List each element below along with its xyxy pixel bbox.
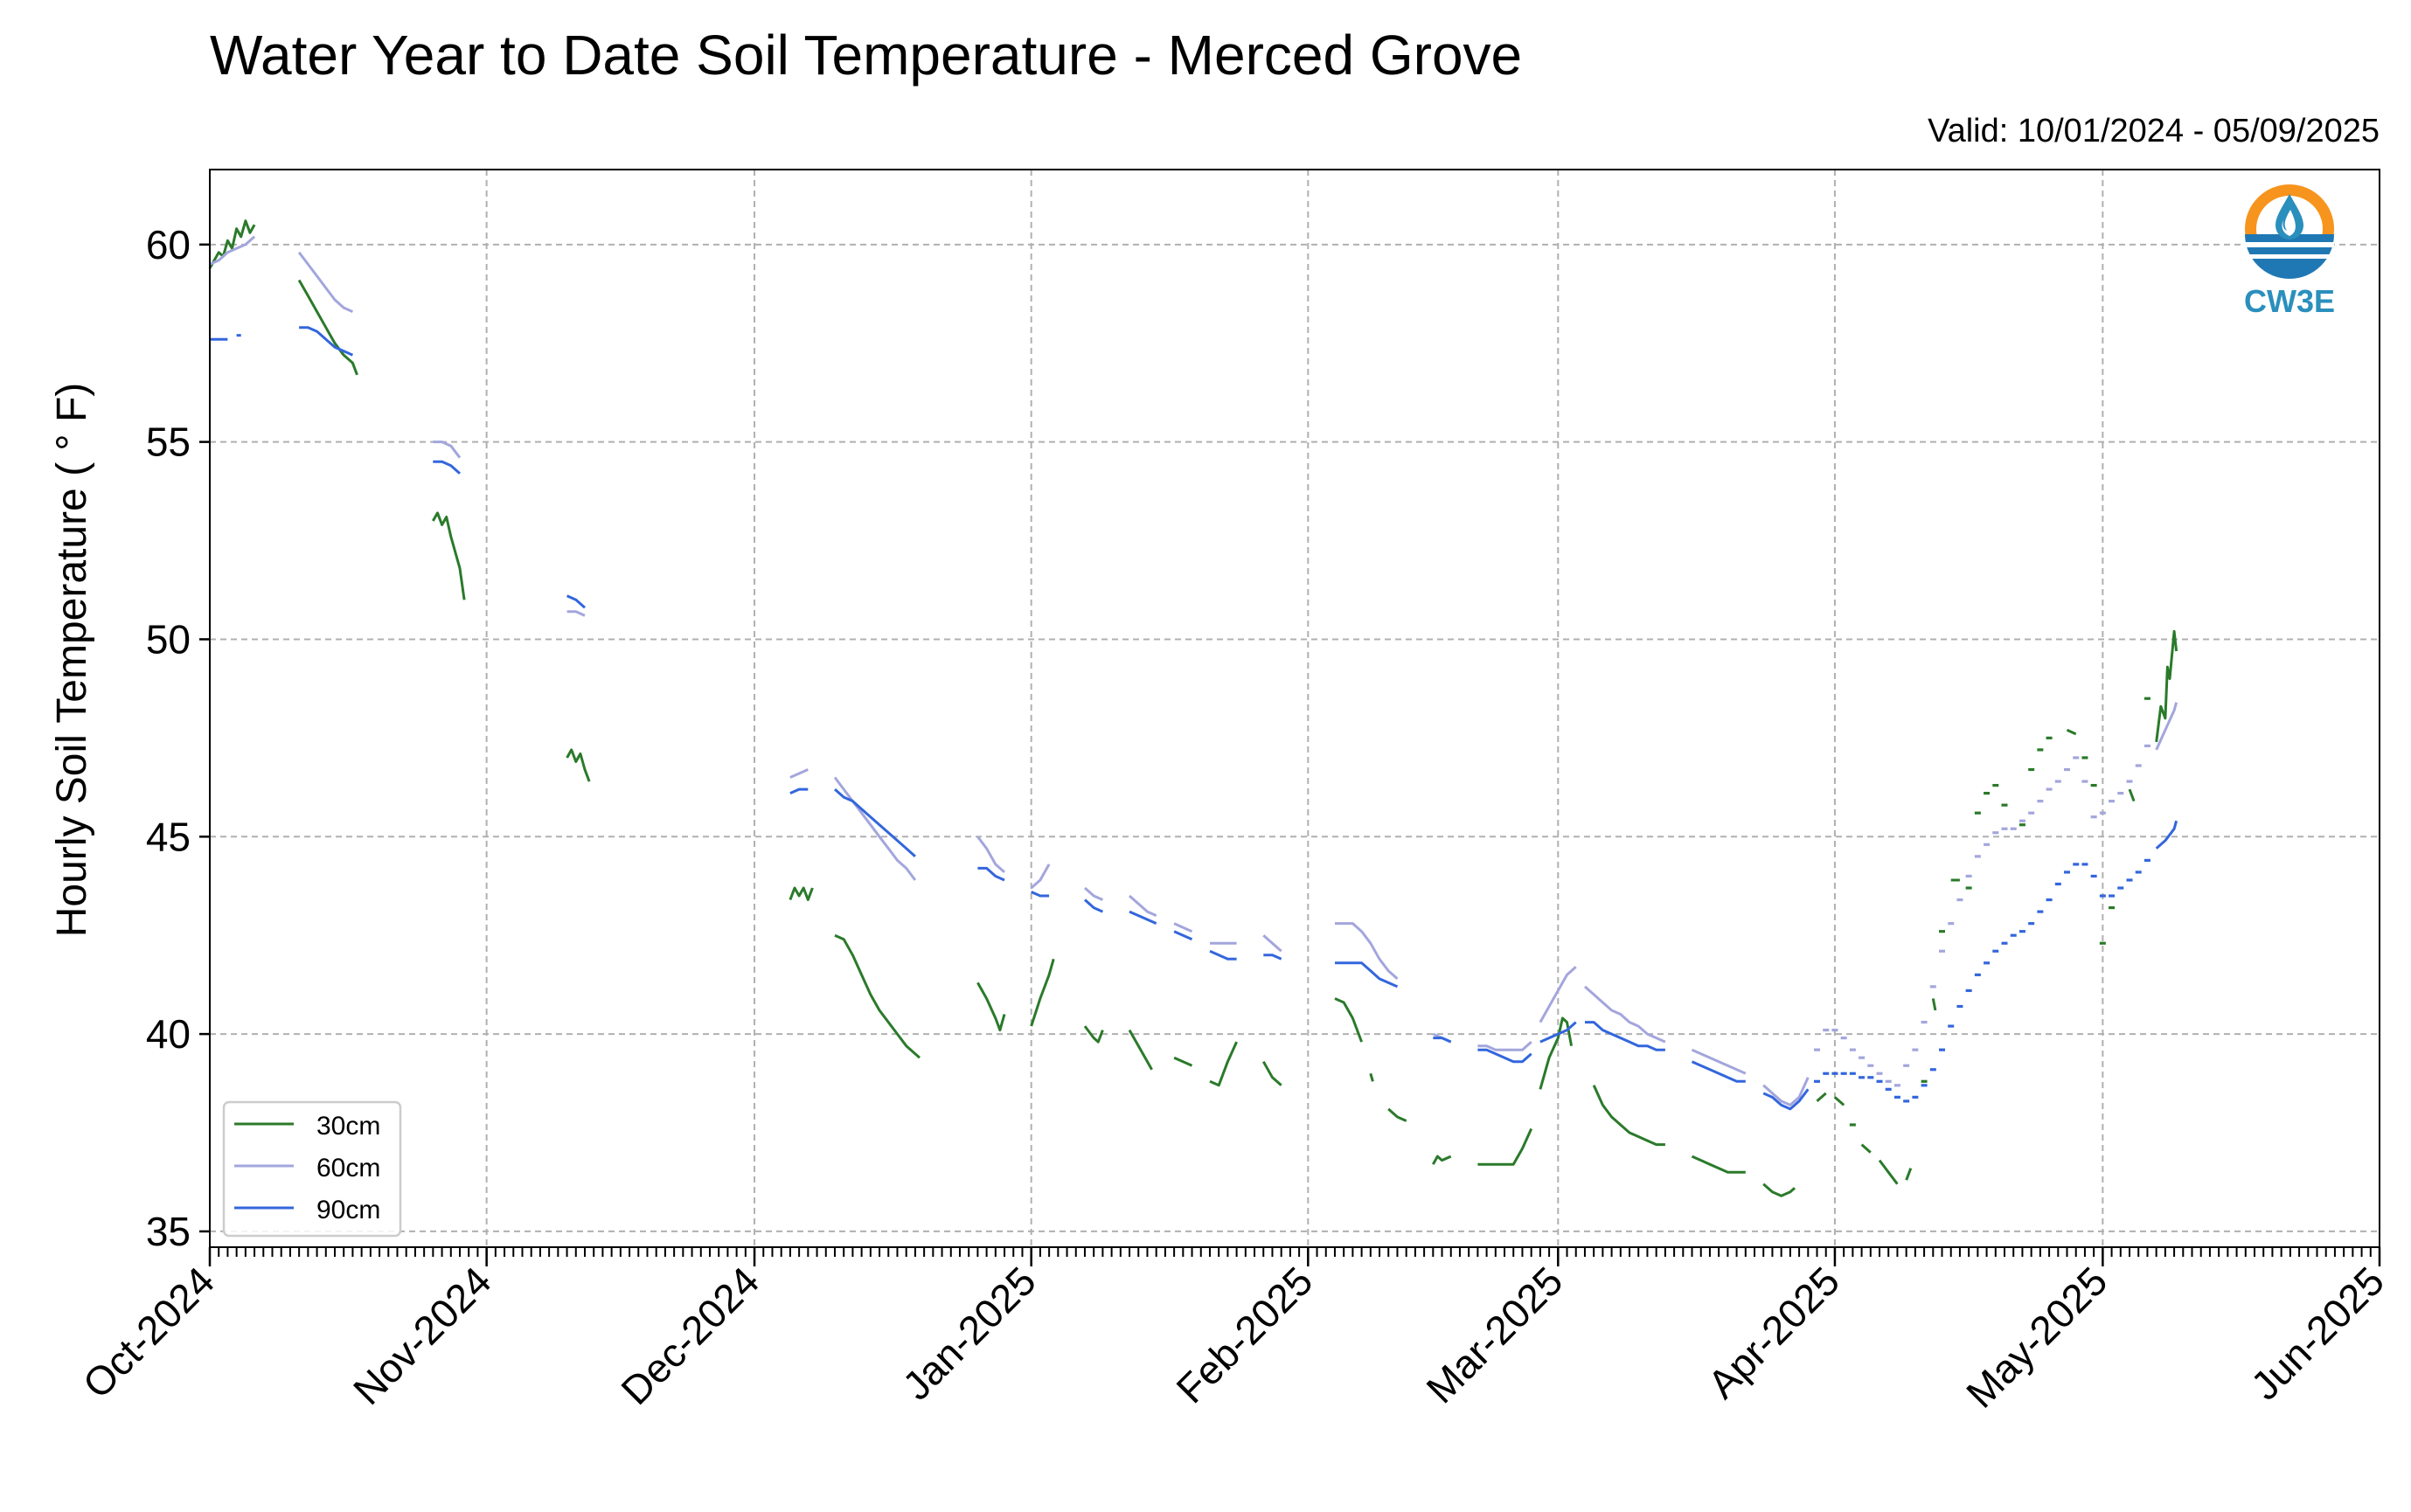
series-line-60cm: [1030, 864, 1051, 890]
chart-title: Water Year to Date Soil Temperature - Me…: [210, 24, 1522, 87]
legend-label-30cm: 30cm: [316, 1112, 380, 1141]
series-line-90cm: [299, 326, 354, 357]
series-line-90cm: [1433, 1037, 1452, 1044]
series-line-60cm: [833, 776, 917, 881]
legend: 30cm 60cm 90cm: [222, 1100, 402, 1238]
logo-text: CW3E: [2244, 283, 2335, 319]
y-tick-label: 55: [146, 420, 191, 465]
logo-wave-stripe-2: [2248, 254, 2331, 259]
series-line-60cm: [1762, 1077, 1810, 1106]
series-line-60cm: [209, 235, 256, 266]
series-line-30cm: [1905, 1168, 1913, 1181]
series-line-30cm: [1477, 1127, 1533, 1166]
series-line-30cm: [834, 933, 921, 1059]
y-axis-label: Hourly Soil Temperature ( ° F): [49, 383, 95, 938]
series-line-60cm: [1084, 886, 1104, 901]
y-tick-label: 40: [146, 1011, 191, 1057]
series-line-90cm: [1477, 1048, 1532, 1064]
series-line-30cm: [1762, 1183, 1796, 1197]
legend-frame: [222, 1100, 402, 1238]
series-line-30cm: [1128, 1029, 1153, 1071]
series-line-30cm: [1931, 998, 1937, 1011]
series-line-90cm: [1539, 1021, 1577, 1044]
series-line-60cm: [1262, 934, 1282, 953]
y-tick-label: 45: [146, 814, 191, 859]
series-line-30cm: [1592, 1085, 1665, 1147]
series-line-90cm: [1084, 898, 1104, 913]
series-line-30cm: [1261, 1060, 1282, 1086]
series-line-90cm: [1209, 949, 1237, 961]
series-90cm: [210, 326, 2178, 1111]
series-line-30cm: [1369, 1072, 1374, 1082]
series-line-60cm: [976, 836, 1005, 874]
series-line-60cm: [1584, 985, 1666, 1044]
series-line-30cm: [297, 279, 358, 376]
series-line-30cm: [976, 981, 1006, 1032]
series-line-60cm: [1691, 1048, 1747, 1075]
series-line-90cm: [433, 460, 461, 475]
logo-flame-icon: [2282, 210, 2296, 236]
series-line-60cm: [1129, 894, 1157, 917]
series-line-90cm: [977, 866, 1005, 882]
series-line-30cm: [2066, 728, 2077, 736]
series-line-30cm: [1816, 1092, 1827, 1103]
series-line-90cm: [789, 787, 809, 794]
series-line-60cm: [789, 768, 809, 779]
series-line-60cm: [297, 251, 354, 313]
series-line-90cm: [1335, 961, 1399, 988]
series-line-30cm: [1833, 1096, 1845, 1106]
legend-label-90cm: 90cm: [316, 1196, 380, 1224]
series-line-30cm: [1691, 1155, 1746, 1174]
series-line-30cm: [566, 748, 591, 782]
series-line-60cm: [2155, 702, 2178, 751]
series-line-90cm: [1762, 1088, 1810, 1111]
series-line-60cm: [1477, 1040, 1532, 1051]
cw3e-logo: CW3E: [2244, 184, 2335, 319]
series-line-60cm: [1173, 922, 1193, 933]
series-line-90cm: [566, 594, 586, 609]
series-line-30cm: [2155, 629, 2178, 743]
series-line-90cm: [1263, 954, 1282, 961]
series-line-30cm: [1083, 1025, 1104, 1044]
series-line-90cm: [1585, 1021, 1665, 1051]
series-line-30cm: [1878, 1159, 1899, 1185]
series-line-60cm: [1335, 922, 1399, 981]
series-line-30cm: [1173, 1056, 1193, 1067]
series-line-90cm: [1129, 910, 1157, 925]
series-line-30cm: [2128, 788, 2136, 802]
series-line-60cm: [1539, 966, 1577, 1023]
series-line-90cm: [1031, 891, 1050, 898]
y-tick-label: 35: [146, 1209, 191, 1254]
series: [208, 219, 2178, 1197]
chart-subtitle: Valid: 10/01/2024 - 05/09/2025: [1928, 113, 2380, 149]
series-line-30cm: [1431, 1155, 1452, 1165]
series-line-90cm: [1691, 1060, 1746, 1083]
series-line-90cm: [1173, 930, 1193, 941]
series-30cm: [208, 219, 2178, 1197]
series-line-60cm: [433, 440, 462, 459]
series-line-30cm: [431, 511, 466, 600]
series-line-30cm: [1030, 958, 1055, 1027]
logo-wave-stripe: [2245, 242, 2334, 247]
series-line-30cm: [208, 219, 256, 269]
legend-label-60cm: 60cm: [316, 1154, 380, 1183]
series-line-30cm: [789, 886, 814, 901]
series-line-60cm: [566, 610, 586, 617]
series-line-30cm: [1209, 1041, 1238, 1087]
plot-frame: [209, 169, 2380, 1248]
series-line-30cm: [1860, 1143, 1872, 1154]
series-line-30cm: [1539, 1016, 1574, 1090]
y-tick-label: 50: [146, 616, 191, 662]
series-line-90cm: [834, 787, 916, 858]
y-tick-label: 60: [146, 222, 191, 267]
series-line-30cm: [1334, 997, 1364, 1043]
series-line-90cm: [2155, 820, 2178, 850]
series-60cm: [209, 235, 2178, 1106]
series-line-30cm: [1387, 1107, 1407, 1122]
